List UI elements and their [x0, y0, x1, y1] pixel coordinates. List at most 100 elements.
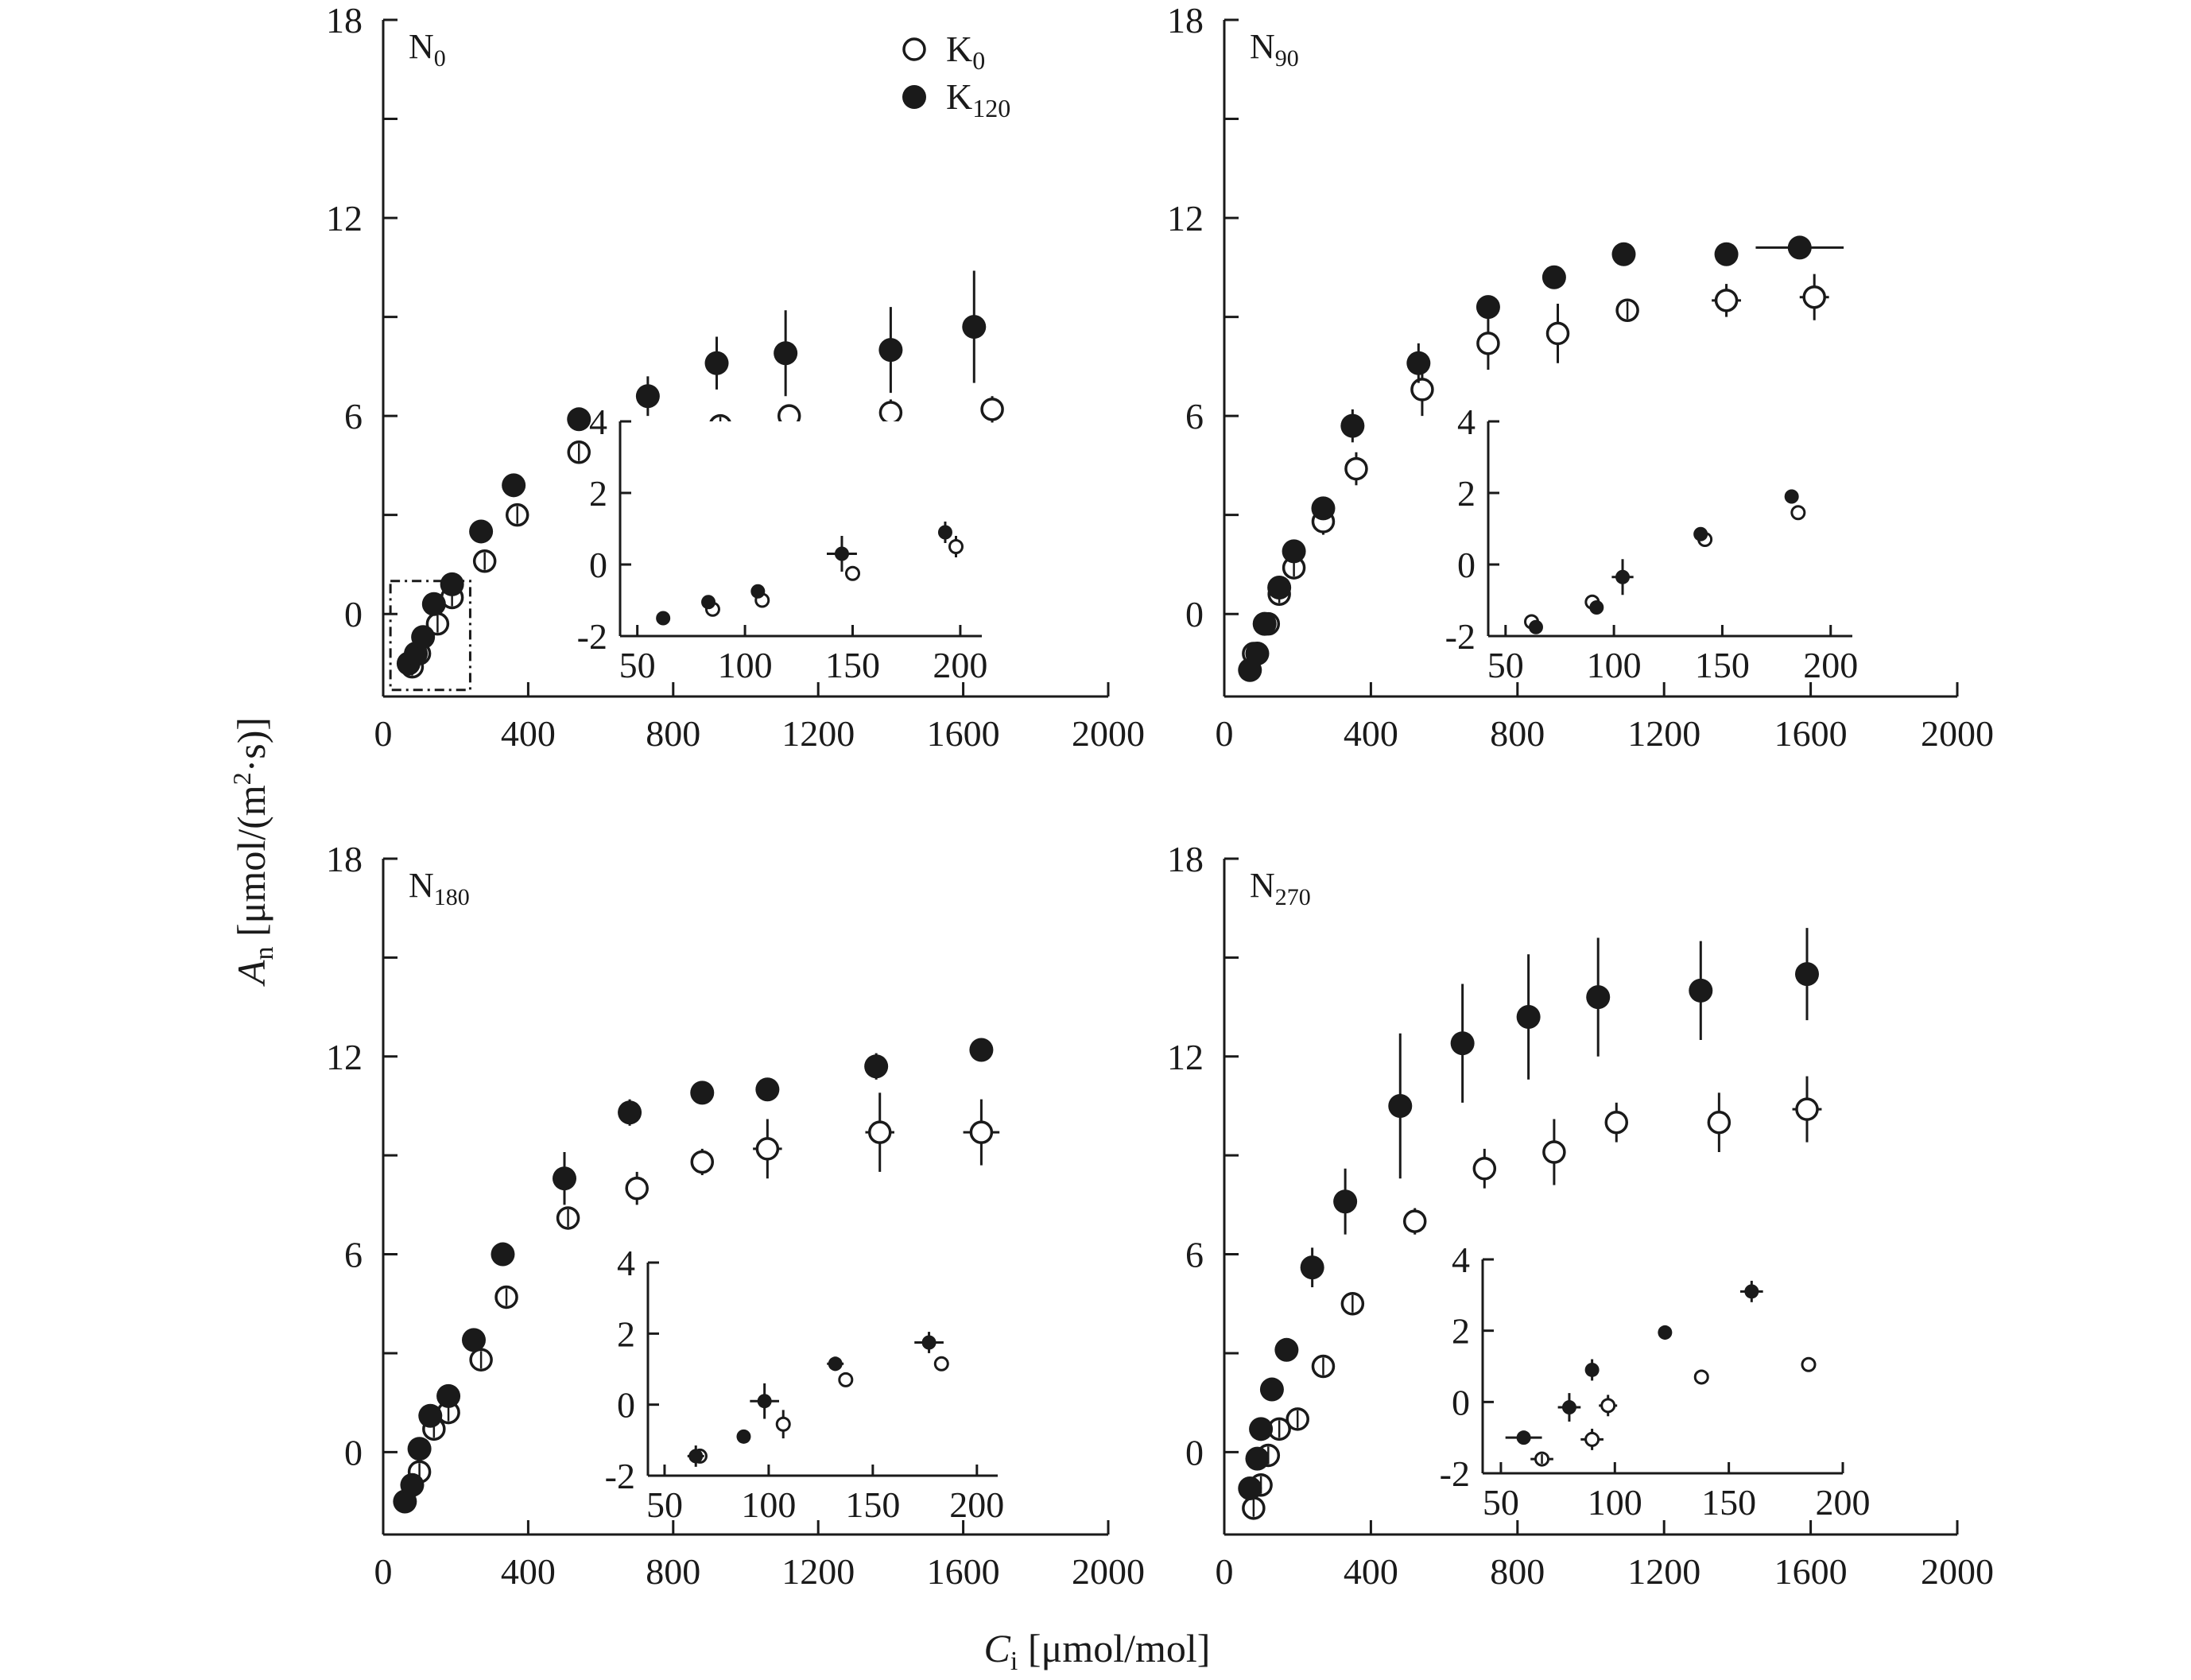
inset-y-tick-label: 0	[1452, 1382, 1470, 1422]
y-tick-label: 6	[1185, 1235, 1204, 1275]
main-filled-marker	[962, 315, 987, 339]
inset-point-k120	[1584, 1359, 1600, 1381]
main-filled-marker	[418, 1403, 443, 1428]
main-filled-marker	[1476, 295, 1500, 320]
inset-point-k120	[1739, 1280, 1763, 1302]
y-tick-label: 18	[1167, 0, 1204, 41]
inset-filled-marker	[1561, 1400, 1576, 1415]
main-filled-marker	[1714, 242, 1739, 266]
main-point-k0	[1242, 1496, 1266, 1520]
inset-point-k120	[937, 522, 952, 543]
main-point-k0	[425, 611, 450, 636]
main-open-marker	[1476, 332, 1500, 355]
main-filled-marker	[704, 351, 729, 375]
inset-open-marker	[775, 1416, 791, 1432]
x-tick-label: 2000	[1921, 713, 1994, 754]
main-open-marker	[969, 1120, 994, 1144]
main-open-marker	[1410, 378, 1434, 402]
main-filled-marker	[774, 341, 798, 366]
main-filled-marker	[1267, 576, 1292, 600]
panel-label-sub: 0	[434, 45, 446, 72]
inset-filled-marker	[1528, 619, 1543, 634]
main-point-k0	[469, 1348, 493, 1372]
inset-point-k0	[1599, 1395, 1618, 1417]
x-tick-label: 0	[1216, 713, 1234, 754]
main-point-k0	[865, 1092, 894, 1172]
inset-filled-marker	[937, 525, 952, 540]
inset-point-k120	[1557, 1393, 1581, 1422]
inset-y-tick-label: 0	[589, 545, 607, 585]
inset-point-k0	[775, 1410, 791, 1439]
x-tick-label: 1200	[1627, 713, 1700, 754]
panel-label: N0	[409, 27, 446, 72]
main-filled-marker	[635, 384, 660, 409]
x-tick-label: 800	[646, 1551, 700, 1592]
inset-open-marker	[1600, 1398, 1616, 1414]
x-tick-label: 0	[1216, 1551, 1234, 1592]
main-point-k120	[1238, 1476, 1262, 1500]
inset-y-tick-label: 2	[1457, 473, 1476, 514]
main-series-k120	[1238, 928, 1819, 1500]
main-filled-marker	[502, 473, 526, 498]
main-open-marker	[1707, 1110, 1731, 1135]
x-tick-label: 800	[1490, 1551, 1545, 1592]
main-filled-marker	[1300, 1255, 1324, 1280]
inset-y-tick-label: 4	[589, 402, 607, 442]
inset-y-tick-label: 2	[617, 1313, 635, 1354]
main-point-k120	[1516, 954, 1541, 1080]
main-series-k120	[393, 1038, 994, 1514]
main-filled-marker	[469, 519, 494, 544]
main-point-k0	[1476, 316, 1500, 371]
legend: K0 K120	[902, 29, 1010, 122]
inset-point-k120	[1784, 489, 1799, 504]
main-filled-marker	[400, 1472, 425, 1497]
inset-y-tick-label: 0	[1457, 545, 1476, 585]
main-point-k120	[1755, 235, 1844, 260]
main-point-k120	[635, 376, 660, 417]
main-point-k120	[491, 1242, 515, 1267]
inset-x-tick-label: 100	[1587, 645, 1642, 685]
inset-filled-marker	[921, 1335, 937, 1350]
main-filled-marker	[1689, 978, 1713, 1003]
main-filled-marker	[1274, 1337, 1299, 1362]
main-point-k120	[1689, 941, 1713, 1041]
main-point-k120	[462, 1328, 486, 1352]
y-tick-label: 12	[326, 1037, 363, 1077]
main-point-k120	[1274, 1337, 1299, 1362]
inset-background	[1483, 1259, 1843, 1473]
inset-open-marker	[1801, 1356, 1817, 1372]
main-point-k0	[1311, 1354, 1336, 1379]
main-filled-marker	[1259, 1377, 1284, 1402]
inset-filled-marker	[1658, 1325, 1673, 1340]
main-point-k0	[753, 1119, 782, 1179]
panel-label: N270	[1250, 866, 1311, 910]
inset-point-k0	[948, 536, 964, 557]
inset-y-tick-label: -2	[605, 1456, 635, 1496]
main-point-k120	[400, 1472, 425, 1497]
main-point-k0	[567, 440, 591, 464]
main-point-k120	[962, 270, 987, 383]
inset-y-tick-label: 2	[589, 473, 607, 514]
main-point-k120	[1611, 242, 1636, 266]
inset-filled-marker	[1615, 569, 1631, 584]
inset: -2 0 2 4 50 100 150 200	[1445, 402, 1859, 685]
main-point-k120	[567, 407, 591, 432]
main-point-k120	[864, 1053, 889, 1080]
inset-filled-marker	[1784, 489, 1799, 504]
legend-open-marker	[902, 37, 926, 61]
inset: -2 0 2 4 50 100 150 200	[577, 402, 988, 685]
main-open-marker	[1802, 285, 1826, 309]
inset-x-tick-label: 200	[1803, 645, 1858, 685]
main-filled-marker	[1794, 962, 1819, 987]
inset-point-k0	[838, 1372, 854, 1387]
x-tick-label: 1600	[1774, 1551, 1848, 1592]
inset-point-k120	[914, 1332, 944, 1353]
y-tick-label: 6	[1185, 396, 1204, 436]
inset-point-k0	[1693, 1369, 1709, 1385]
inset-open-marker	[1790, 505, 1806, 521]
main-point-k120	[878, 307, 903, 394]
panel-n270: 0 6 12 18 0 400 800 1200 1600 2000 N270 -2 0 2 4 50 100 1…	[1167, 839, 1994, 1592]
main-point-k120	[969, 1038, 994, 1062]
panel-label-sub: 270	[1275, 884, 1311, 910]
